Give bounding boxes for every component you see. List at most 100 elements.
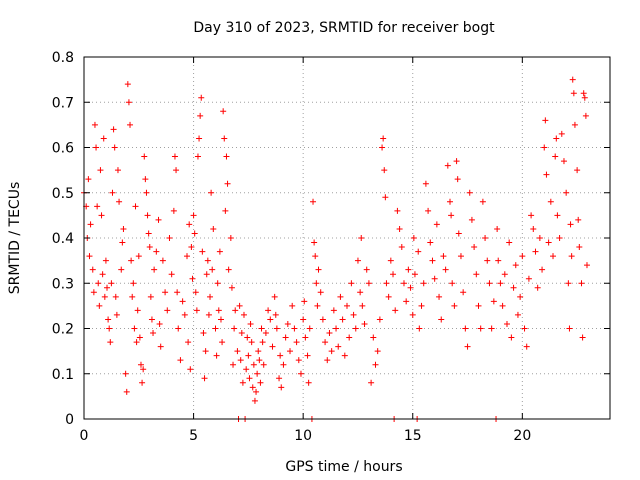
data-point [271,293,278,300]
data-point [319,316,326,323]
data-point [429,257,436,264]
data-point [106,325,113,332]
data-point [344,302,350,309]
data-point [157,343,164,350]
data-point [96,302,103,309]
data-point [289,302,296,309]
data-point [124,81,131,88]
data-point [352,325,359,332]
data-point [131,325,138,332]
y-tick-label: 0.6 [52,141,74,157]
data-point [545,239,552,246]
data-point [455,230,462,237]
data-point [383,280,390,287]
data-point [100,135,107,142]
data-point [208,189,215,196]
data-point [519,253,526,260]
data-point [350,311,357,318]
data-point [143,189,150,196]
data-point [249,384,256,391]
data-point [314,302,321,309]
data-point [198,94,205,101]
data-point [358,235,365,241]
chart-title: Day 310 of 2023, SRMTID for receiver bog… [193,20,495,36]
data-point [490,298,497,305]
data-point [127,121,134,128]
data-point [214,280,221,287]
data-point [256,357,263,364]
data-point [119,239,126,246]
data-point [305,379,312,386]
data-point [114,167,121,174]
data-point [85,176,92,183]
data-point [260,361,267,368]
data-point [217,316,224,323]
data-point [510,284,517,291]
data-point [209,266,216,273]
data-point [374,348,381,355]
data-point [324,357,331,364]
data-point [245,352,252,359]
data-point [109,189,116,196]
data-point [304,352,311,359]
y-axis-label: SRMTID / TECUs [7,182,23,295]
data-point [410,235,417,241]
data-point [407,284,414,291]
data-point [173,167,180,174]
data-point [464,343,471,350]
data-point [189,275,196,282]
x-axis-label: GPS time / hours [285,459,402,475]
data-point [255,348,262,355]
data-point [449,280,456,287]
data-point [536,235,543,241]
data-point [322,339,329,346]
data-point [166,235,173,241]
data-point [174,289,181,296]
data-point [225,266,232,273]
data-point [194,153,201,160]
data-point [416,325,423,332]
data-point [201,375,208,382]
data-point [236,302,243,309]
data-point [425,207,432,214]
data-point [219,339,226,346]
data-point [398,244,405,251]
data-point [272,311,279,318]
data-point [130,280,137,287]
data-point [129,293,136,300]
data-point [462,325,469,332]
data-point [192,289,199,296]
data-point [284,320,291,327]
data-point [473,271,480,278]
data-point [339,316,346,323]
data-point [257,379,264,386]
data-point [136,334,143,341]
data-point [451,302,458,309]
data-point [140,366,147,373]
data-point [212,325,219,332]
data-point [447,198,454,205]
data-point [501,271,508,278]
x-tick-label: 10 [294,428,312,444]
y-tick-label: 0.8 [52,50,74,66]
data-point [575,216,582,223]
data-point [512,262,519,269]
data-point [341,352,348,359]
data-point [499,302,506,309]
data-point [239,379,246,386]
data-point [230,361,237,368]
y-tick-label: 0.3 [52,276,74,292]
data-point [276,375,283,382]
data-point [134,307,141,314]
data-point [269,343,276,350]
data-point [556,235,563,241]
x-tick-label: 5 [189,428,198,444]
data-point [440,253,447,260]
data-point [146,244,153,251]
data-point [335,343,342,350]
data-point [248,339,255,346]
data-point [197,112,204,119]
data-point [86,253,93,260]
data-point [148,316,155,323]
data-point [191,230,198,237]
